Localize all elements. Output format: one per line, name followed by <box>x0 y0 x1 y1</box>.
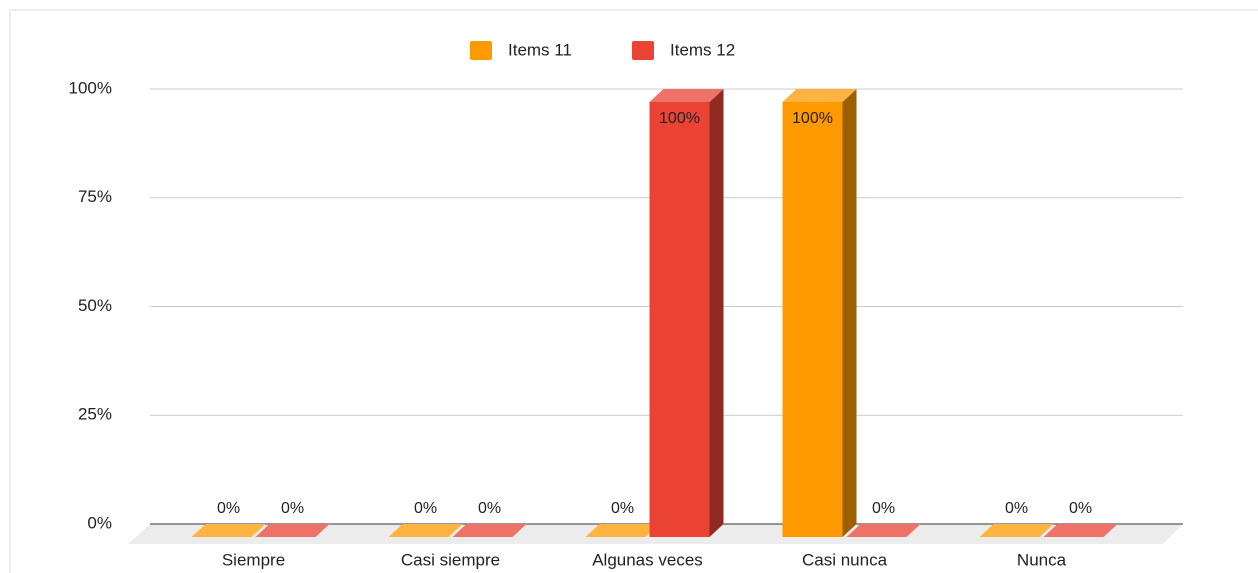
legend-swatch <box>632 41 654 60</box>
value-label: 100% <box>659 110 700 127</box>
bar-top <box>782 89 857 102</box>
x-tick-label: Casi siempre <box>401 550 500 569</box>
x-tick-label: Nunca <box>1017 550 1067 569</box>
bar-top <box>979 524 1054 537</box>
y-tick-label: 50% <box>78 296 112 315</box>
y-tick-label: 75% <box>78 187 112 206</box>
value-label: 0% <box>281 500 304 517</box>
value-label: 0% <box>1005 500 1028 517</box>
bar-top <box>191 524 266 537</box>
bar-side <box>709 89 724 537</box>
y-tick-label: 25% <box>78 405 112 424</box>
x-tick-label: Casi nunca <box>802 550 888 569</box>
value-label: 0% <box>478 500 501 517</box>
bar-top <box>649 89 724 102</box>
bar-top <box>585 524 660 537</box>
legend-swatch <box>470 41 492 60</box>
bar-top <box>255 524 330 537</box>
bar <box>649 102 710 537</box>
value-label: 0% <box>1069 500 1092 517</box>
x-tick-label: Algunas veces <box>592 550 703 569</box>
value-label: 0% <box>872 500 895 517</box>
value-label: 0% <box>611 500 634 517</box>
bar-top <box>1043 524 1118 537</box>
value-label: 100% <box>792 110 833 127</box>
y-tick-label: 100% <box>69 78 112 97</box>
value-label: 0% <box>414 500 437 517</box>
bar <box>782 102 843 537</box>
bar-top <box>846 524 921 537</box>
legend-label: Items 11 <box>508 40 572 59</box>
x-tick-label: Siempre <box>222 550 285 569</box>
bar-top <box>452 524 527 537</box>
y-tick-label: 0% <box>87 513 112 532</box>
bar-side <box>842 89 857 537</box>
bar-top <box>388 524 463 537</box>
value-label: 0% <box>217 500 240 517</box>
legend-label: Items 12 <box>670 40 735 59</box>
